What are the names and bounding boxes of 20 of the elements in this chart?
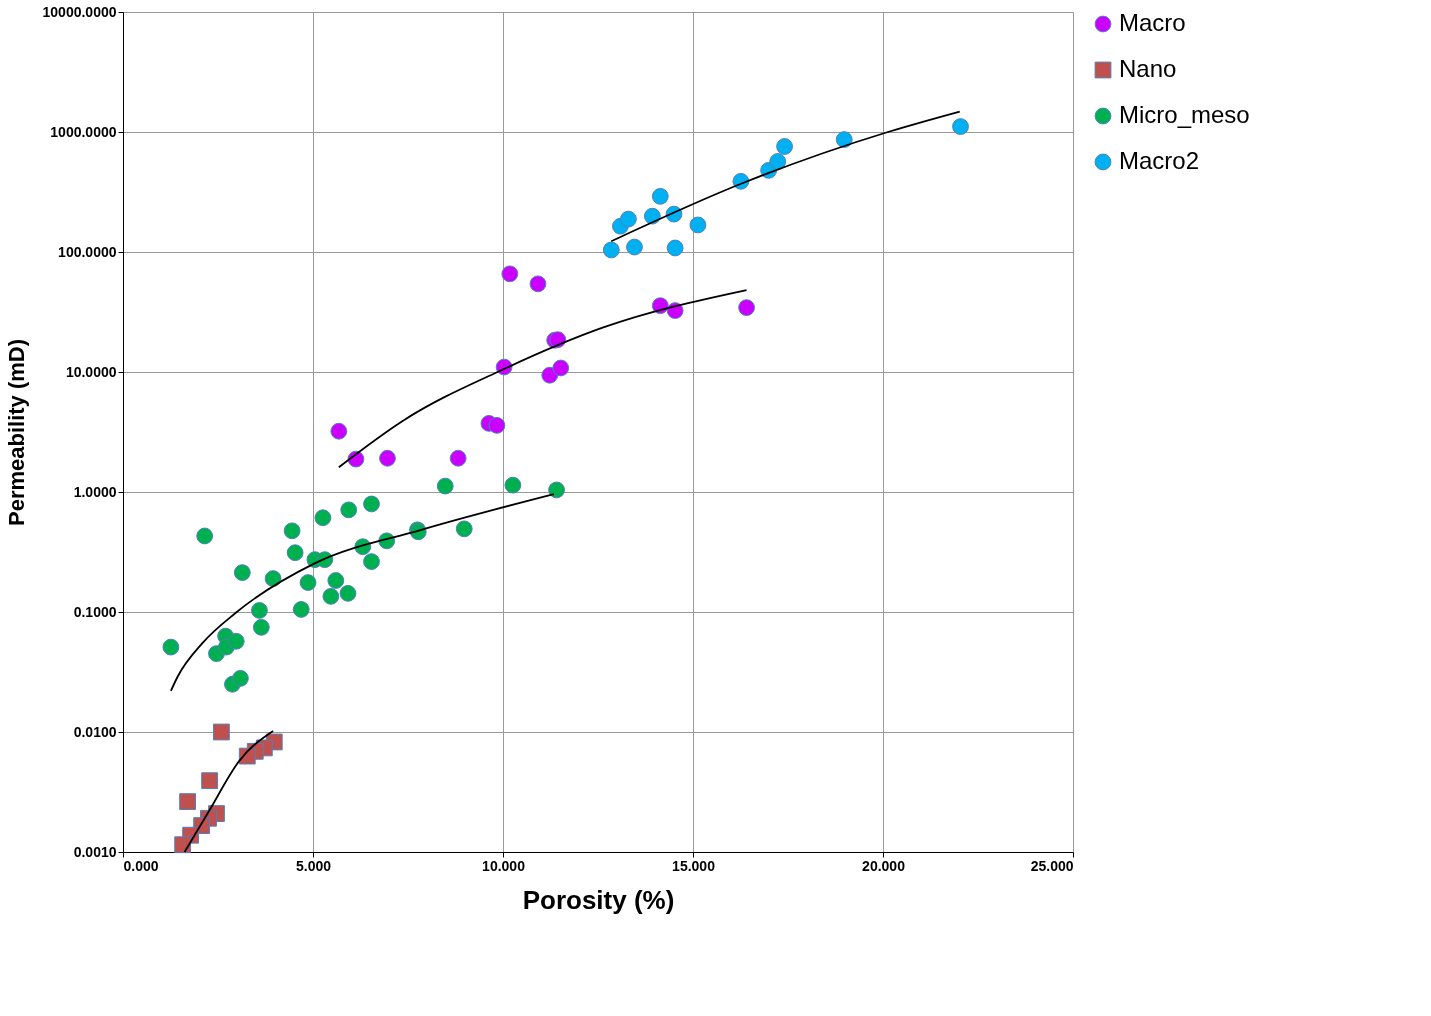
y-tick-label: 100.0000 bbox=[58, 243, 117, 260]
y-tick-label: 1.0000 bbox=[73, 483, 117, 500]
x-tick-label: 20.000 bbox=[862, 857, 906, 874]
y-axis-title: Permeability (mD) bbox=[3, 338, 29, 527]
y-tick-label: 0.0100 bbox=[73, 723, 117, 740]
y-tick-label: 1000.0000 bbox=[50, 123, 117, 140]
legend-label: Macro2 bbox=[1119, 147, 1200, 174]
legend-label: Nano bbox=[1119, 55, 1177, 82]
x-axis-title: Porosity (%) bbox=[522, 884, 675, 915]
x-tick-label: 0.000 bbox=[123, 857, 159, 874]
y-tick-label: 10000.0000 bbox=[42, 3, 117, 20]
y-tick-label: 0.1000 bbox=[73, 603, 117, 620]
x-tick-label: 15.000 bbox=[672, 857, 716, 874]
x-tick-label: 5.000 bbox=[295, 857, 332, 874]
legend-label: Micro_meso bbox=[1119, 101, 1250, 128]
x-tick-label: 10.000 bbox=[482, 857, 526, 874]
y-tick-label: 10.0000 bbox=[65, 363, 117, 380]
y-tick-label: 0.0010 bbox=[73, 843, 117, 860]
x-tick-label: 25.000 bbox=[1030, 857, 1074, 874]
legend-label: Macro bbox=[1119, 9, 1186, 36]
